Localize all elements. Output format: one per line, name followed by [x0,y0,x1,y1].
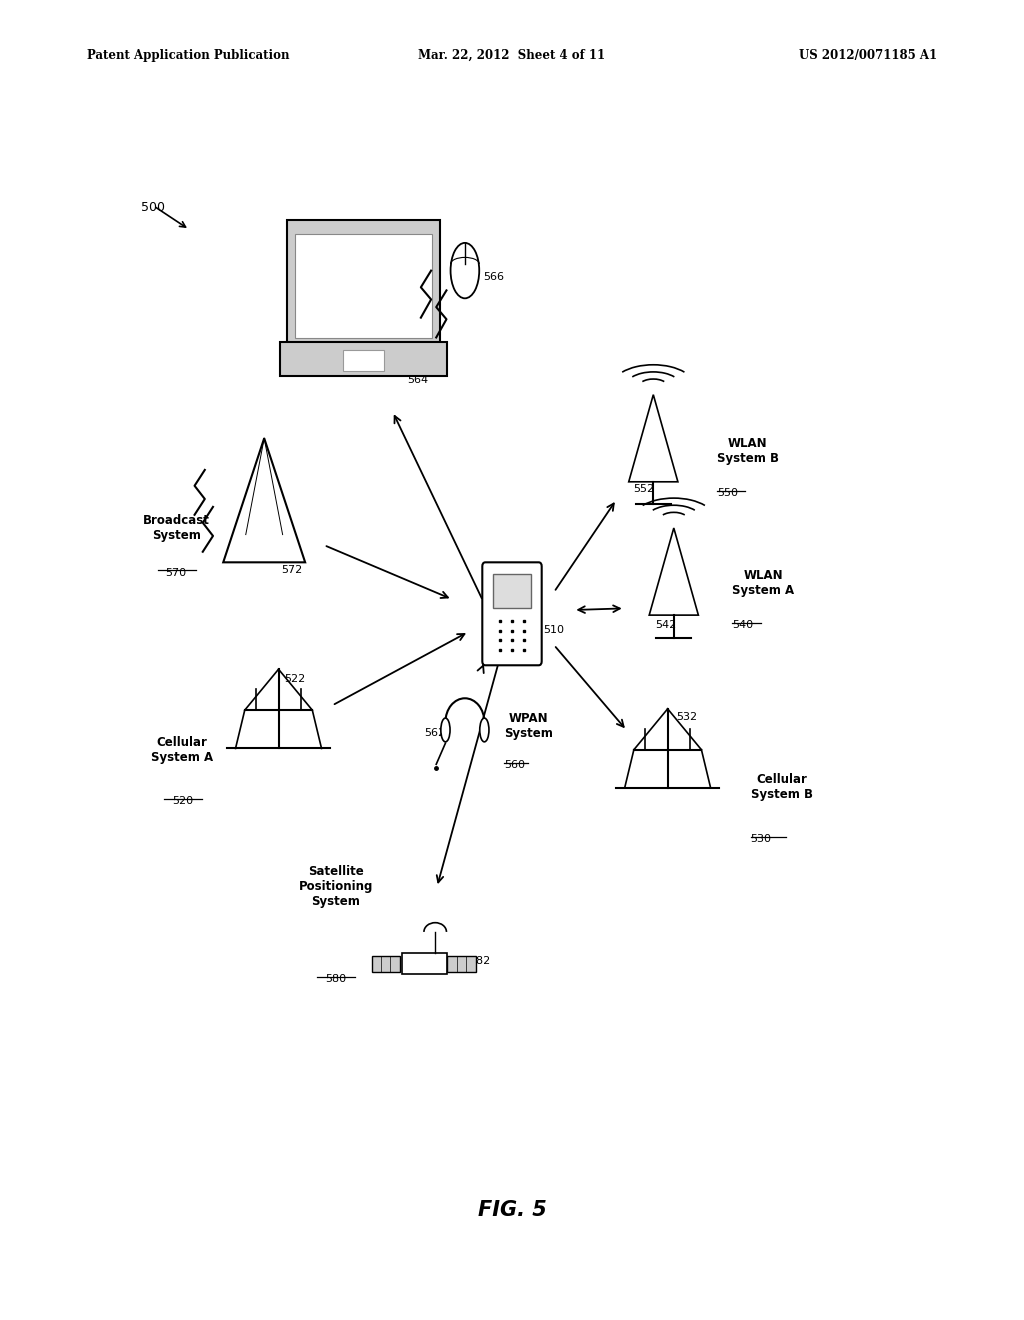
Text: 580: 580 [326,974,346,985]
Text: 560: 560 [504,760,525,771]
Bar [372,956,400,972]
Text: 542: 542 [655,620,677,631]
Text: 552: 552 [633,484,654,495]
Polygon shape [649,528,698,615]
Text: 530: 530 [751,834,772,845]
Bar [402,953,447,974]
FancyBboxPatch shape [482,562,542,665]
Text: FIG. 5: FIG. 5 [477,1200,547,1221]
Bar [280,342,447,376]
Ellipse shape [479,718,489,742]
Bar [493,574,531,609]
Text: WLAN
System A: WLAN System A [732,569,795,598]
Text: 540: 540 [732,620,754,631]
Bar [447,956,476,972]
Text: 570: 570 [166,568,186,578]
Ellipse shape [440,718,451,742]
Text: Cellular
System B: Cellular System B [751,772,813,801]
Text: 562: 562 [424,727,445,738]
Text: 500: 500 [141,201,165,214]
Text: 510: 510 [543,624,564,635]
Text: 522: 522 [285,673,306,684]
Text: Broadcast
System: Broadcast System [142,513,210,543]
Text: US 2012/0071185 A1: US 2012/0071185 A1 [799,49,937,62]
Text: 550: 550 [717,488,738,499]
Bar [343,350,384,371]
Text: 566: 566 [483,272,505,282]
Text: WPAN
System: WPAN System [504,711,553,741]
Text: Patent Application Publication: Patent Application Publication [87,49,290,62]
Text: Satellite
Positioning
System: Satellite Positioning System [299,865,373,908]
Text: 564: 564 [408,375,429,385]
Text: 582: 582 [469,956,490,966]
Text: Mar. 22, 2012  Sheet 4 of 11: Mar. 22, 2012 Sheet 4 of 11 [419,49,605,62]
Text: 572: 572 [282,565,303,576]
Text: 520: 520 [172,796,193,807]
Text: 532: 532 [676,711,697,722]
Polygon shape [629,395,678,482]
Polygon shape [223,438,305,562]
Bar [287,220,440,346]
Ellipse shape [451,243,479,298]
Text: Cellular
System A: Cellular System A [152,735,213,764]
Text: WLAN
System B: WLAN System B [717,437,779,466]
Bar [295,234,432,338]
